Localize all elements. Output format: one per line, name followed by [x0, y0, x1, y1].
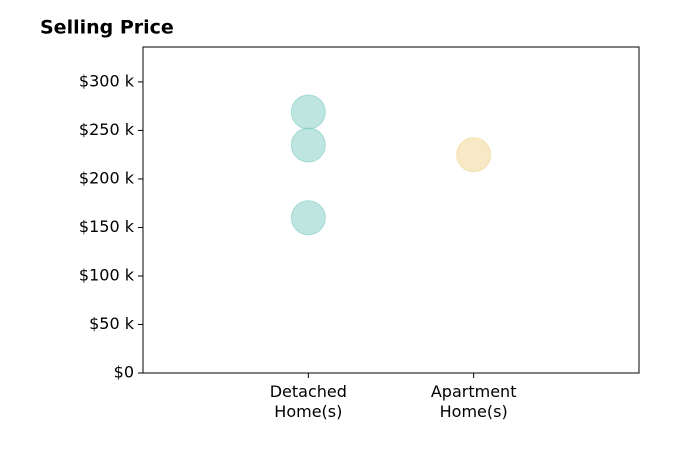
point — [290, 200, 326, 236]
point — [290, 94, 326, 130]
y-tick-label: $0 — [114, 363, 134, 382]
y-tick-label: $150 k — [79, 217, 135, 236]
y-tick-label: $250 k — [79, 120, 135, 139]
y-tick-label: $300 k — [79, 71, 135, 90]
chart-title: Selling Price — [40, 17, 174, 39]
point — [290, 127, 326, 163]
point — [456, 137, 492, 173]
y-tick-label: $200 k — [79, 168, 135, 187]
y-tick-label: $50 k — [89, 314, 135, 333]
x-tick-label: Detached Home(s) — [270, 382, 347, 421]
y-tick-label: $100 k — [79, 265, 135, 284]
plot-frame — [142, 46, 640, 374]
x-tick-label: Apartment Home(s) — [431, 382, 517, 421]
